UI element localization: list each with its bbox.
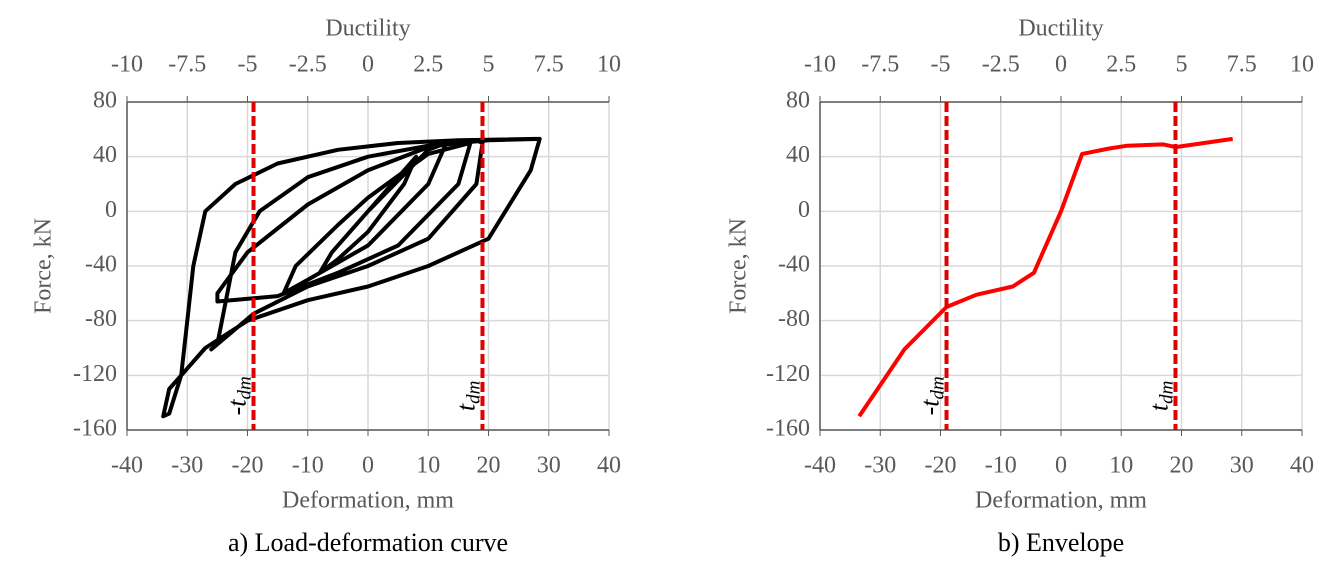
data-line <box>161 136 542 419</box>
y-axis-title: Force, kN <box>726 218 752 314</box>
x-axis-title: Deformation, mm <box>282 488 454 514</box>
x2-tick-label: 7.5 <box>534 52 564 78</box>
y-tick-label: -120 <box>73 361 117 387</box>
reference-label-sub: dm <box>464 381 485 404</box>
x-tick-label: 0 <box>1055 453 1067 479</box>
x-axis-title: Deformation, mm <box>975 488 1147 514</box>
reference-label-main: t <box>451 403 480 411</box>
x-tick-label: -40 <box>111 453 143 479</box>
x-tick-label: -40 <box>804 453 836 479</box>
x2-tick-label: -2.5 <box>982 52 1020 78</box>
chart-panel: -160 -120 -80 -40 0 40 80 -40 -30 -20 -10 0 10 20 30 40… <box>31 16 622 557</box>
x-tick-label: -30 <box>171 453 203 479</box>
x-tick-label: 40 <box>597 453 621 479</box>
chart-panel: -160 -120 -80 -40 0 40 80 -40 -30 -20 -10 0 10 20 30 40… <box>726 16 1315 557</box>
x2-tick-label: -5 <box>931 52 951 78</box>
x2-tick-label: -10 <box>111 52 143 78</box>
caption: b) Envelope <box>998 528 1124 557</box>
y-tick-label: -40 <box>85 252 117 278</box>
x-tick-label: -10 <box>985 453 1017 479</box>
x2-tick-label: 2.5 <box>413 52 443 78</box>
x2-tick-label: 0 <box>362 52 374 78</box>
x2-tick-label: 0 <box>1055 52 1067 78</box>
x-tick-label: -20 <box>925 453 957 479</box>
x2-axis-title: Ductility <box>325 16 410 42</box>
y-tick-label: -160 <box>766 416 810 442</box>
reference-label-sub: dm <box>1157 381 1178 404</box>
x2-tick-label: 5 <box>1176 52 1188 78</box>
x2-tick-label: -2.5 <box>289 52 327 78</box>
y-tick-label: -80 <box>778 306 810 332</box>
y-tick-label: -120 <box>766 361 810 387</box>
y-tick-label: 80 <box>93 88 117 114</box>
x2-axis-title: Ductility <box>1018 16 1103 42</box>
reference-label: -tdm <box>222 376 255 415</box>
x2-tick-label: -5 <box>238 52 258 78</box>
x2-tick-label: 10 <box>597 52 621 78</box>
reference-label-main: -t <box>222 399 251 416</box>
reference-label-main: -t <box>915 399 944 416</box>
y-tick-label: -80 <box>85 306 117 332</box>
x2-tick-label: 2.5 <box>1106 52 1136 78</box>
reference-label: -tdm <box>915 376 948 415</box>
caption: a) Load-deformation curve <box>228 528 508 557</box>
x-tick-label: -30 <box>864 453 896 479</box>
reference-label: tdm <box>451 381 484 411</box>
x2-tick-label: -10 <box>804 52 836 78</box>
x-tick-label: 10 <box>1109 453 1133 479</box>
x-tick-label: 0 <box>362 453 374 479</box>
reference-label: tdm <box>1144 381 1177 411</box>
x2-tick-label: 10 <box>1290 52 1314 78</box>
y-tick-label: 80 <box>786 88 810 114</box>
x-tick-label: 20 <box>477 453 501 479</box>
reference-label-sub: dm <box>235 376 256 399</box>
x2-tick-label: -7.5 <box>168 52 206 78</box>
y-tick-label: 0 <box>798 197 810 223</box>
y-tick-label: 0 <box>105 197 117 223</box>
reference-label-sub: dm <box>928 376 949 399</box>
x-tick-label: -20 <box>232 453 264 479</box>
x-tick-label: 40 <box>1290 453 1314 479</box>
y-axis-title: Force, kN <box>31 218 57 314</box>
y-tick-label: 40 <box>93 142 117 168</box>
x-tick-label: 30 <box>537 453 561 479</box>
x2-tick-label: 5 <box>483 52 495 78</box>
x2-tick-label: -7.5 <box>861 52 899 78</box>
reference-label-main: t <box>1144 403 1173 411</box>
y-tick-label: -160 <box>73 416 117 442</box>
y-tick-label: -40 <box>778 252 810 278</box>
y-tick-label: 40 <box>786 142 810 168</box>
x-tick-label: -10 <box>292 453 324 479</box>
x-tick-label: 10 <box>416 453 440 479</box>
x-tick-label: 30 <box>1230 453 1254 479</box>
x2-tick-label: 7.5 <box>1227 52 1257 78</box>
x-tick-label: 20 <box>1170 453 1194 479</box>
